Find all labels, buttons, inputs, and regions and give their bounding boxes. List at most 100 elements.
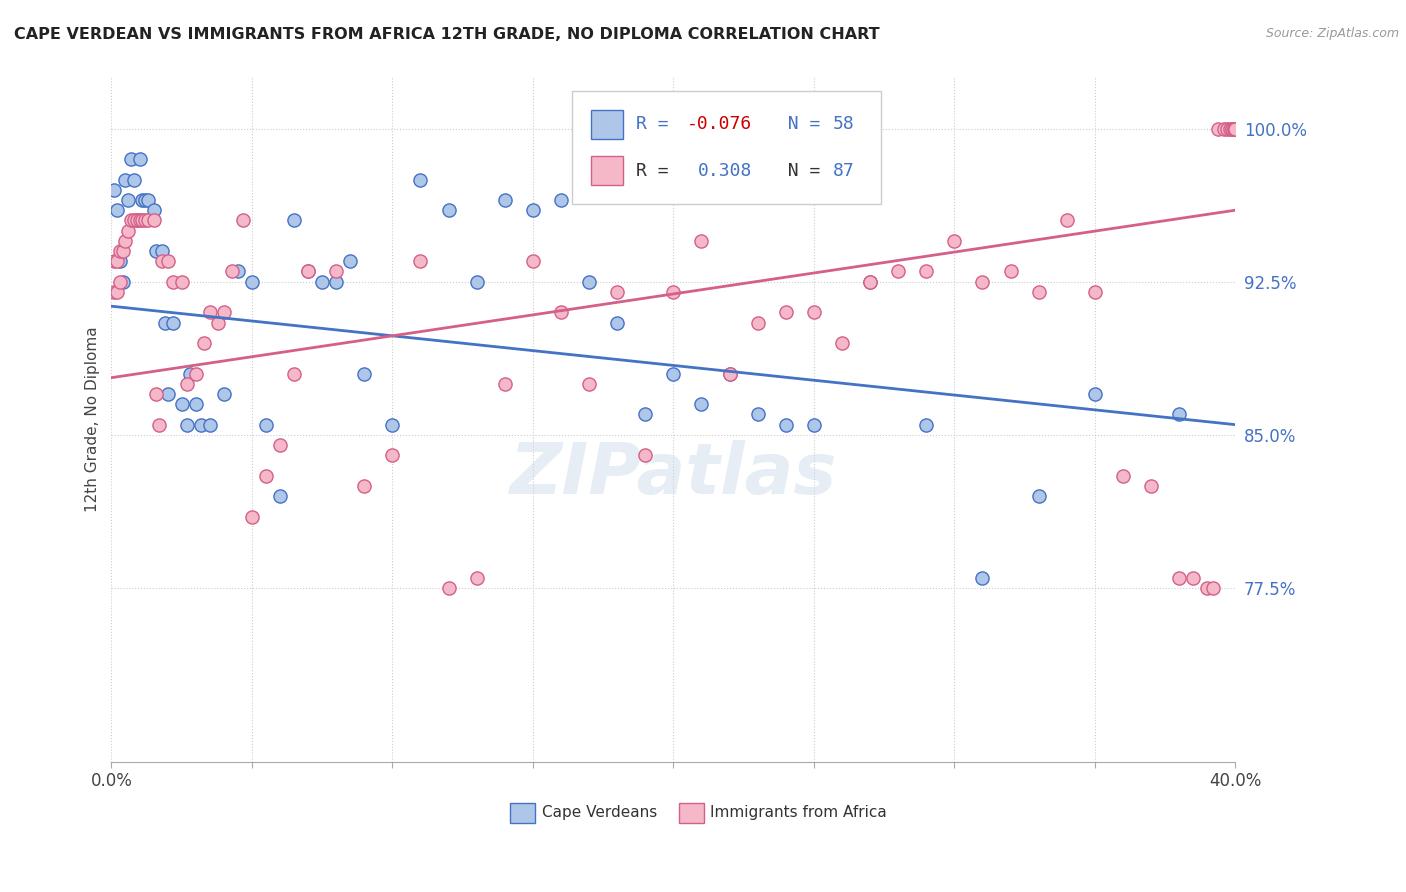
Point [887, 264, 910, 278]
Point [145, 387, 167, 401]
Point [972, 275, 994, 289]
Bar [679, 803, 704, 823]
Point [136, 213, 159, 227]
Point [212, 305, 235, 319]
Point [283, 367, 305, 381]
Point [283, 213, 305, 227]
Bar [510, 803, 536, 823]
Point [176, 376, 198, 391]
Point [297, 264, 319, 278]
Point [105, 203, 128, 218]
Point [156, 387, 179, 401]
Point [108, 244, 131, 258]
Point [606, 316, 628, 330]
Point [1084, 285, 1107, 299]
Point [114, 172, 136, 186]
Point [1056, 213, 1078, 227]
Text: Source: ZipAtlas.com: Source: ZipAtlas.com [1265, 27, 1399, 40]
Text: ZIPatlas: ZIPatlas [509, 440, 837, 508]
Point [1223, 121, 1246, 136]
Point [170, 397, 193, 411]
Point [1168, 571, 1191, 585]
Point [325, 264, 347, 278]
Point [162, 316, 184, 330]
Point [190, 417, 212, 432]
Point [1202, 581, 1225, 595]
Bar [592, 156, 623, 185]
Point [103, 285, 125, 299]
Point [831, 335, 853, 350]
Point [634, 408, 657, 422]
Point [254, 468, 277, 483]
Point [150, 254, 173, 268]
Point [136, 193, 159, 207]
Point [494, 193, 516, 207]
Point [1208, 121, 1230, 136]
Point [381, 417, 404, 432]
Point [718, 367, 741, 381]
Point [803, 417, 825, 432]
Point [775, 305, 797, 319]
Point [103, 254, 125, 268]
Point [1168, 408, 1191, 422]
Point [1223, 121, 1246, 136]
Point [117, 224, 139, 238]
Point [578, 275, 600, 289]
Point [550, 193, 572, 207]
Point [1112, 468, 1135, 483]
Point [1182, 571, 1205, 585]
Point [131, 213, 153, 227]
Point [207, 316, 229, 330]
Point [1225, 121, 1247, 136]
Point [1222, 121, 1244, 136]
Point [105, 285, 128, 299]
Point [269, 438, 291, 452]
Point [108, 254, 131, 268]
Point [128, 213, 150, 227]
Point [1223, 121, 1246, 136]
Point [162, 275, 184, 289]
Point [1000, 264, 1022, 278]
Point [221, 264, 243, 278]
Point [111, 244, 134, 258]
Point [803, 305, 825, 319]
Point [1216, 121, 1239, 136]
Text: 0.308: 0.308 [699, 162, 752, 180]
Text: Immigrants from Africa: Immigrants from Africa [710, 805, 887, 821]
Point [747, 316, 769, 330]
Point [122, 213, 145, 227]
Point [125, 213, 148, 227]
Point [198, 305, 221, 319]
Point [269, 489, 291, 503]
Point [915, 417, 938, 432]
Point [128, 152, 150, 166]
Point [690, 234, 713, 248]
Point [1225, 121, 1247, 136]
Point [105, 254, 128, 268]
Text: R =: R = [637, 162, 690, 180]
Point [775, 417, 797, 432]
Point [125, 213, 148, 227]
Point [1084, 387, 1107, 401]
Point [254, 417, 277, 432]
Point [1197, 581, 1219, 595]
Point [1028, 285, 1050, 299]
Point [232, 213, 254, 227]
Point [184, 397, 207, 411]
Point [179, 367, 201, 381]
Point [972, 571, 994, 585]
Point [690, 397, 713, 411]
Point [662, 367, 685, 381]
Point [1223, 121, 1246, 136]
Point [325, 275, 347, 289]
Point [145, 244, 167, 258]
Point [184, 367, 207, 381]
Point [148, 417, 170, 432]
Point [381, 448, 404, 462]
Point [134, 213, 156, 227]
Point [142, 213, 165, 227]
Point [1223, 121, 1246, 136]
Point [353, 479, 375, 493]
Text: N =: N = [765, 115, 831, 133]
Point [437, 581, 460, 595]
